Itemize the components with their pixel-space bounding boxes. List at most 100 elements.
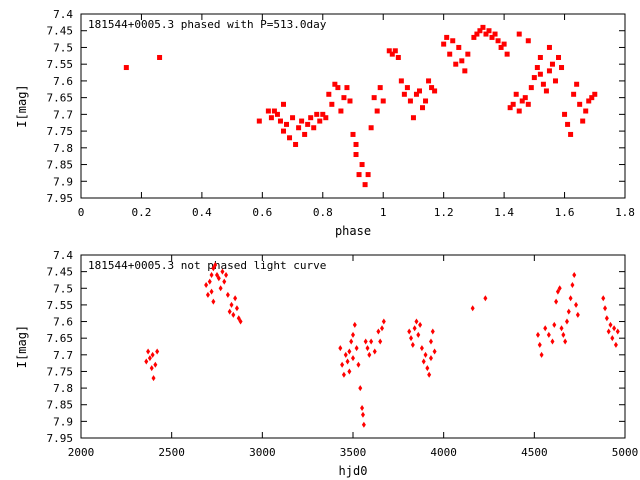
data-point — [407, 328, 412, 335]
data-point — [265, 108, 271, 114]
data-point — [144, 358, 149, 365]
data-point — [565, 121, 571, 127]
data-point — [465, 51, 471, 57]
data-point — [561, 331, 566, 338]
y-tick-label: 7.65 — [47, 92, 74, 105]
data-points — [144, 261, 620, 428]
data-point — [552, 78, 558, 84]
data-point — [277, 118, 283, 124]
data-point — [552, 321, 557, 328]
data-point — [549, 61, 555, 67]
data-point — [238, 318, 243, 325]
data-point — [513, 91, 519, 97]
data-point — [562, 111, 568, 117]
data-point — [359, 162, 365, 168]
data-point — [347, 368, 352, 375]
data-point — [471, 34, 477, 40]
data-point — [540, 81, 546, 87]
y-tick-label: 7.7 — [53, 108, 73, 121]
data-point — [280, 128, 286, 134]
data-point — [362, 182, 368, 188]
data-point — [592, 91, 598, 97]
data-point — [151, 375, 156, 382]
x-tick-label: 0.2 — [132, 206, 152, 219]
data-point — [361, 421, 366, 428]
data-point — [332, 81, 338, 87]
data-point — [583, 108, 589, 114]
data-point — [211, 298, 216, 305]
data-point — [428, 355, 433, 362]
data-point — [338, 345, 343, 352]
data-point — [365, 345, 370, 352]
data-point — [314, 111, 320, 117]
data-point — [407, 98, 413, 104]
data-point — [341, 95, 347, 101]
x-tick-label: 0.8 — [313, 206, 333, 219]
data-point — [613, 341, 618, 348]
data-point — [550, 338, 555, 345]
data-point — [571, 91, 577, 97]
data-point — [615, 328, 620, 335]
data-point — [380, 98, 386, 104]
data-point — [432, 88, 438, 94]
data-point — [516, 108, 522, 114]
data-point — [353, 141, 359, 147]
x-tick-label: 1.6 — [555, 206, 575, 219]
data-point — [427, 371, 432, 378]
data-point — [363, 338, 368, 345]
data-point — [204, 281, 209, 288]
data-point — [338, 108, 344, 114]
x-tick-label: 0.6 — [252, 206, 272, 219]
data-point — [231, 311, 236, 318]
x-tick-label: 2000 — [68, 446, 95, 459]
data-point — [447, 51, 453, 57]
data-point — [409, 335, 414, 342]
data-point — [416, 331, 421, 338]
data-point — [360, 411, 365, 418]
data-point — [612, 325, 617, 332]
data-point — [575, 311, 580, 318]
data-point — [522, 95, 528, 101]
x-tick-label: 1.8 — [615, 206, 635, 219]
y-tick-label: 7.8 — [53, 382, 73, 395]
data-point — [123, 65, 129, 71]
data-point — [353, 152, 359, 158]
data-point — [344, 85, 350, 91]
data-point — [444, 34, 450, 40]
data-point — [356, 361, 361, 368]
data-point — [456, 44, 462, 50]
y-tick-label: 7.9 — [53, 415, 73, 428]
data-point — [498, 44, 504, 50]
data-point — [317, 118, 323, 124]
data-point — [211, 265, 216, 272]
data-point — [335, 85, 341, 91]
data-point — [209, 271, 214, 278]
data-point — [284, 121, 290, 127]
data-point — [380, 325, 385, 332]
data-point — [432, 348, 437, 355]
y-tick-label: 7.4 — [53, 249, 73, 262]
data-point — [414, 318, 419, 325]
data-point — [546, 68, 552, 74]
data-point — [352, 321, 357, 328]
data-point — [412, 325, 417, 332]
y-tick-label: 7.85 — [47, 159, 74, 172]
data-point — [486, 28, 492, 34]
data-point — [543, 325, 548, 332]
data-point — [367, 351, 372, 358]
data-point — [320, 111, 326, 117]
data-point — [501, 41, 507, 47]
data-point — [398, 78, 404, 84]
data-point — [323, 115, 329, 121]
data-point — [428, 338, 433, 345]
data-point — [354, 345, 359, 352]
data-point — [347, 98, 353, 104]
data-point — [220, 268, 225, 275]
data-point — [368, 125, 374, 131]
data-point — [378, 338, 383, 345]
data-point — [416, 88, 422, 94]
data-point — [343, 351, 348, 358]
data-point — [492, 31, 498, 37]
x-axis-title: phase — [335, 224, 371, 238]
data-point — [563, 338, 568, 345]
